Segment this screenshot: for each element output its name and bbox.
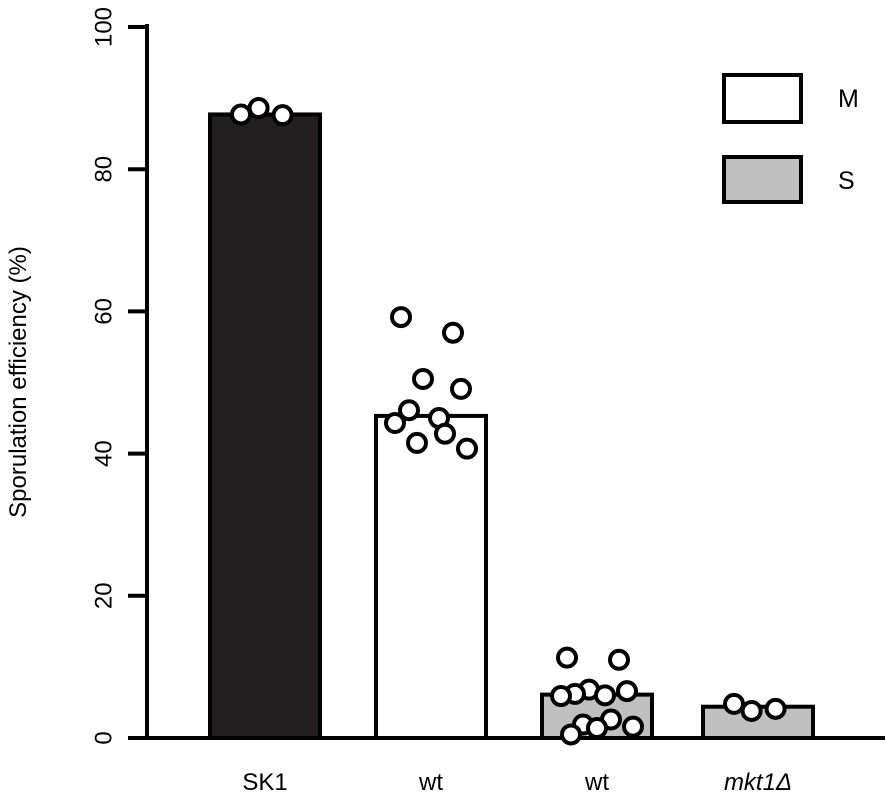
y-axis: 0 20 40 60 80 100 Sporulation efficiency (%)	[5, 7, 149, 745]
legend-swatch-m	[722, 73, 803, 124]
data-point	[740, 699, 763, 722]
data-point	[390, 306, 412, 329]
data-point	[271, 104, 294, 127]
legend-swatch-s	[722, 155, 803, 204]
category-label-0: SK1	[242, 769, 287, 796]
data-point	[723, 692, 745, 715]
data-point	[550, 685, 572, 708]
data-point	[456, 437, 478, 460]
data-point	[608, 648, 630, 671]
y-tick-label: 20	[90, 582, 117, 609]
bar-1	[374, 413, 488, 740]
legend: M S	[722, 73, 859, 204]
data-point	[247, 97, 270, 120]
data-point	[450, 377, 472, 400]
data-point	[622, 715, 644, 738]
data-point	[560, 723, 582, 746]
legend-label-m: M	[838, 85, 859, 113]
category-labels: SK1 wt wt mkt1Δ	[242, 769, 792, 796]
data-point	[556, 646, 578, 669]
category-label-2: wt	[584, 769, 609, 796]
data-point	[764, 697, 787, 720]
data-points	[230, 97, 787, 746]
data-point	[442, 321, 464, 344]
bar-0	[208, 112, 322, 740]
legend-label-s: S	[838, 167, 855, 195]
y-tick-label: 100	[90, 7, 117, 47]
data-point	[586, 717, 608, 740]
data-point	[406, 431, 428, 454]
y-tick-label: 80	[90, 156, 117, 183]
y-ticks: 0 20 40 60 80 100	[90, 7, 147, 745]
category-label-1: wt	[418, 769, 443, 796]
data-point	[412, 367, 434, 390]
y-tick-label: 0	[90, 731, 117, 744]
data-point	[594, 684, 616, 707]
data-point	[616, 680, 638, 703]
data-point	[230, 103, 252, 126]
data-point	[434, 422, 456, 445]
y-axis-title: Sporulation efficiency (%)	[5, 246, 32, 518]
y-tick-label: 40	[90, 440, 117, 467]
data-point	[398, 399, 420, 422]
y-tick-label: 60	[90, 298, 117, 325]
category-label-3: mkt1Δ	[724, 769, 792, 796]
data-point	[384, 412, 406, 435]
bars	[208, 112, 815, 741]
